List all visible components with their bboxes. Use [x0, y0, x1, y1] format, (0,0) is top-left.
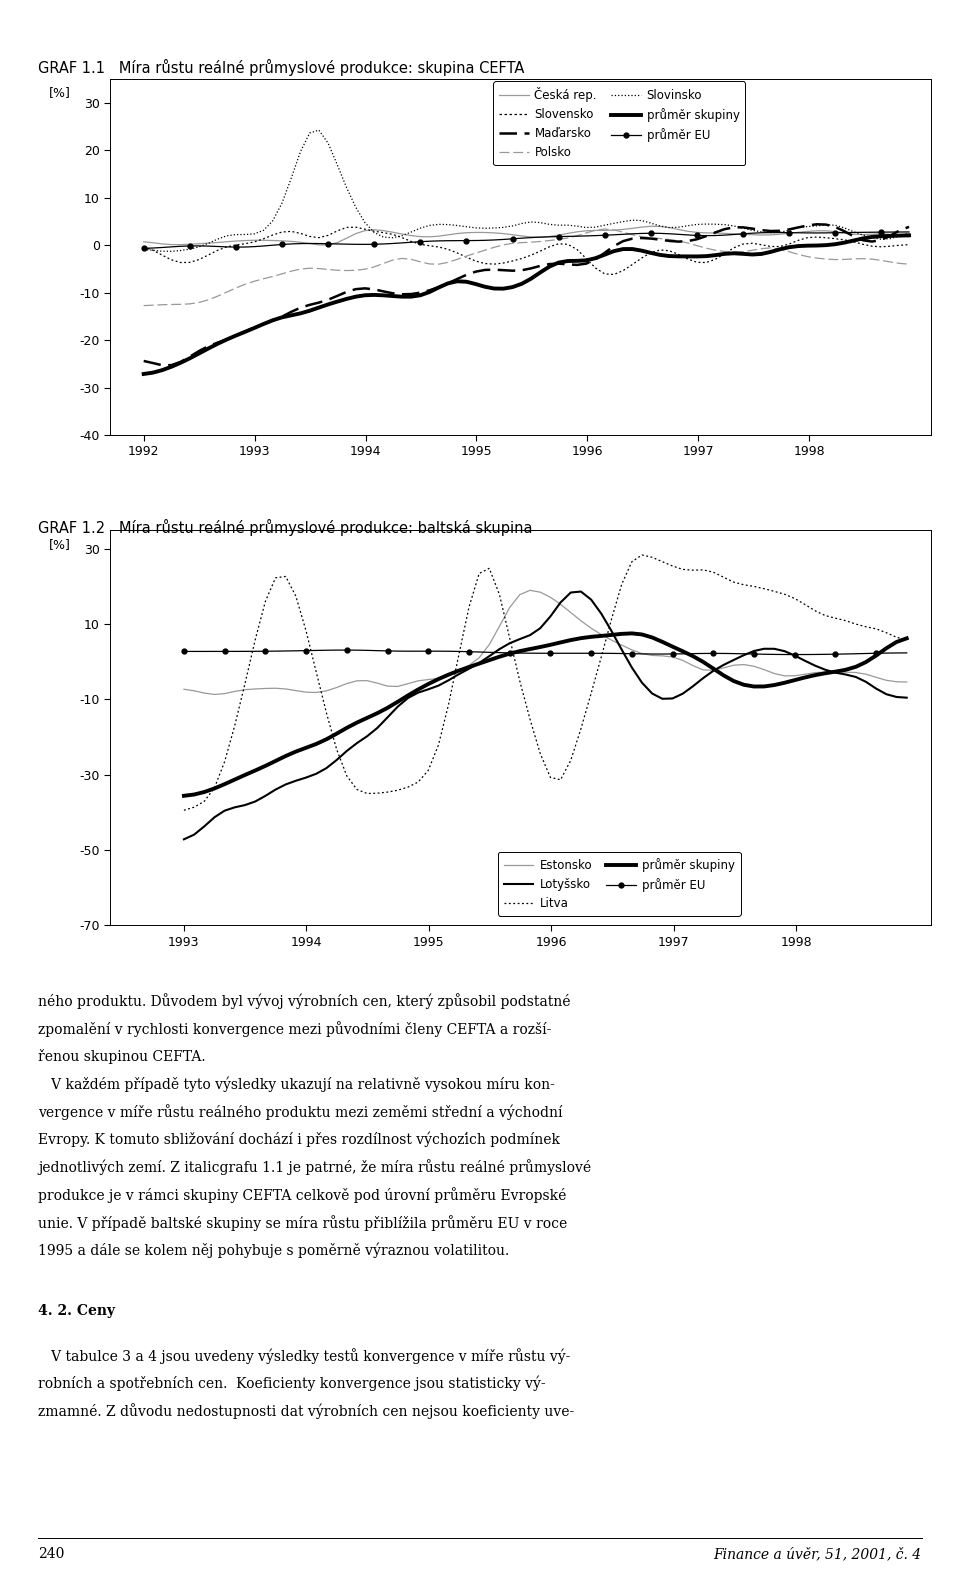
Text: zpomalění v rychlosti konvergence mezi původními členy CEFTA a rozší-: zpomalění v rychlosti konvergence mezi p… — [38, 1022, 552, 1038]
Text: 240: 240 — [38, 1547, 64, 1561]
Legend: Estonsko, Lotyšsko, Litva, průměr skupiny, průměr EU: Estonsko, Lotyšsko, Litva, průměr skupin… — [498, 853, 740, 916]
Text: [%]: [%] — [49, 538, 71, 551]
Text: řenou skupinou CEFTA.: řenou skupinou CEFTA. — [38, 1049, 206, 1063]
Text: jednotlivých zemí. Z italicgrafu 1.1 je patrné, že míra růstu reálné průmyslové: jednotlivých zemí. Z italicgrafu 1.1 je … — [38, 1160, 591, 1175]
Text: GRAF 1.2   Míra růstu reálné průmyslové produkce: baltská skupina: GRAF 1.2 Míra růstu reálné průmyslové pr… — [38, 519, 533, 536]
Text: produkce je v rámci skupiny CEFTA celkově pod úrovní průměru Evropské: produkce je v rámci skupiny CEFTA celkov… — [38, 1186, 566, 1204]
Text: [%]: [%] — [49, 85, 71, 100]
Text: vergence v míře růstu reálného produktu mezi zeměmi střední a východní: vergence v míře růstu reálného produktu … — [38, 1104, 563, 1120]
Text: Evropy. K tomuto sbližování dochází i přes rozdílnost výchozích podmínek: Evropy. K tomuto sbližování dochází i př… — [38, 1133, 561, 1147]
Text: V každém případě tyto výsledky ukazují na relativně vysokou míru kon-: V každém případě tyto výsledky ukazují n… — [38, 1077, 555, 1092]
Legend: Česká rep., Slovensko, Maďarsko, Polsko, Slovinsko, průměr skupiny, průměr EU: Česká rep., Slovensko, Maďarsko, Polsko,… — [493, 81, 746, 165]
Text: GRAF 1.1   Míra růstu reálné průmyslové produkce: skupina CEFTA: GRAF 1.1 Míra růstu reálné průmyslové pr… — [38, 59, 525, 76]
Text: 1995 a dále se kolem něj pohybuje s poměrně výraznou volatilitou.: 1995 a dále se kolem něj pohybuje s pomě… — [38, 1243, 510, 1258]
Text: zmamné. Z důvodu nedostupnosti dat výrobních cen nejsou koeficienty uve-: zmamné. Z důvodu nedostupnosti dat výrob… — [38, 1403, 575, 1419]
Text: V tabulce 3 a 4 jsou uvedeny výsledky testů konvergence v míře růstu vý-: V tabulce 3 a 4 jsou uvedeny výsledky te… — [38, 1348, 571, 1364]
Text: robních a spotřebních cen.  Koeficienty konvergence jsou statisticky vý-: robních a spotřebních cen. Koeficienty k… — [38, 1376, 546, 1391]
Text: 4. 2. Ceny: 4. 2. Ceny — [38, 1304, 115, 1318]
Text: unie. V případě baltské skupiny se míra růstu přiblížila průměru EU v roce: unie. V případě baltské skupiny se míra … — [38, 1215, 567, 1231]
Text: Finance a úvěr, 51, 2001, č. 4: Finance a úvěr, 51, 2001, č. 4 — [713, 1547, 922, 1561]
Text: ného produktu. Důvodem byl vývoj výrobních cen, který způsobil podstatné: ného produktu. Důvodem byl vývoj výrobní… — [38, 993, 571, 1009]
